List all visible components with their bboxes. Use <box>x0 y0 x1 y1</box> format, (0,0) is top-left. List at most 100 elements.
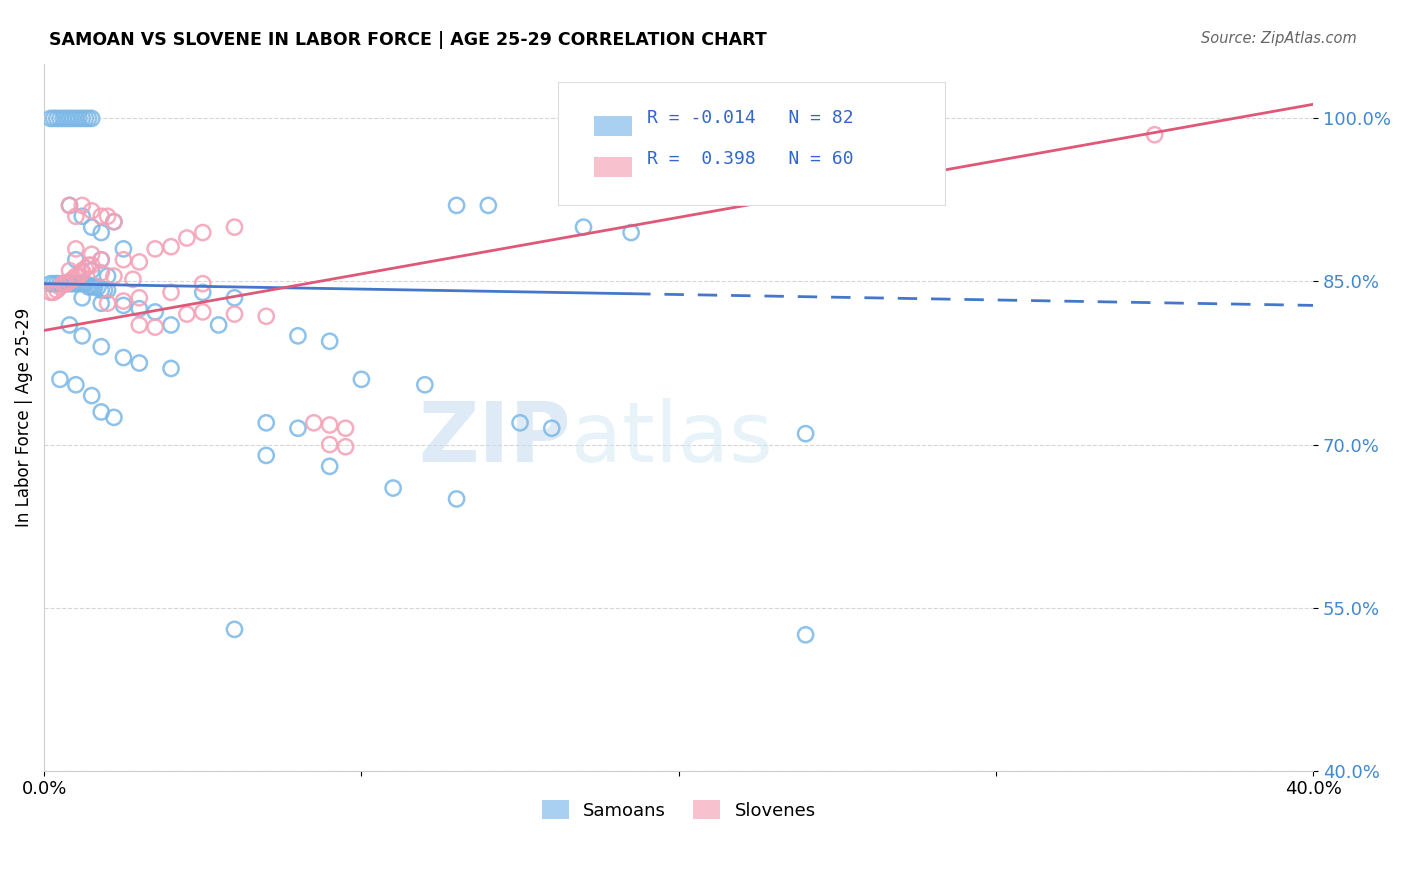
Point <box>58 277 80 291</box>
Point <box>58 263 80 277</box>
Point <box>42 112 65 126</box>
Point <box>160 361 183 376</box>
Point <box>335 421 357 435</box>
Point <box>90 405 112 419</box>
Text: ZIP: ZIP <box>419 398 571 479</box>
Point <box>65 268 87 283</box>
Point <box>103 215 125 229</box>
Point <box>335 440 357 454</box>
Point <box>254 416 277 430</box>
Point <box>287 329 309 343</box>
Legend: Samoans, Slovenes: Samoans, Slovenes <box>536 795 821 825</box>
Point <box>70 291 93 305</box>
Point <box>572 220 595 235</box>
Point <box>58 275 80 289</box>
Point <box>97 268 120 283</box>
Point <box>75 261 97 276</box>
Point <box>65 377 87 392</box>
Point <box>446 198 468 212</box>
Point <box>67 112 90 126</box>
Text: R = -0.014   N = 82: R = -0.014 N = 82 <box>647 110 853 128</box>
Text: atlas: atlas <box>571 398 772 479</box>
FancyBboxPatch shape <box>593 116 631 136</box>
Point <box>90 209 112 223</box>
Point <box>55 277 77 291</box>
Point <box>49 277 72 291</box>
Point <box>70 266 93 280</box>
Point <box>97 283 120 297</box>
Point <box>67 268 90 283</box>
Point <box>794 426 817 441</box>
Point <box>224 307 246 321</box>
Point <box>318 459 340 474</box>
Point <box>77 280 100 294</box>
Point <box>62 277 84 291</box>
Point <box>112 298 135 312</box>
Point <box>70 277 93 291</box>
Point <box>83 280 105 294</box>
Point <box>254 449 277 463</box>
Point <box>65 252 87 267</box>
Point <box>90 283 112 297</box>
Point <box>52 112 75 126</box>
Point <box>103 410 125 425</box>
Point <box>58 198 80 212</box>
Point <box>49 280 72 294</box>
Point <box>55 112 77 126</box>
Point <box>224 291 246 305</box>
Point <box>58 112 80 126</box>
Point <box>42 285 65 300</box>
Point <box>540 421 562 435</box>
Point <box>80 220 103 235</box>
Point <box>350 372 373 386</box>
Point <box>446 491 468 506</box>
Point <box>65 112 87 126</box>
Point <box>80 389 103 403</box>
Text: SAMOAN VS SLOVENE IN LABOR FORCE | AGE 25-29 CORRELATION CHART: SAMOAN VS SLOVENE IN LABOR FORCE | AGE 2… <box>49 31 766 49</box>
Point <box>80 203 103 218</box>
Point <box>75 112 97 126</box>
Point <box>45 112 67 126</box>
Point <box>254 310 277 324</box>
Point <box>90 252 112 267</box>
Point <box>87 280 110 294</box>
Point <box>70 112 93 126</box>
Point <box>52 277 75 291</box>
Point <box>45 277 67 291</box>
Point <box>65 209 87 223</box>
Point <box>52 277 75 291</box>
Point <box>224 623 246 637</box>
Point <box>67 277 90 291</box>
Point <box>794 628 817 642</box>
Point <box>128 291 150 305</box>
Point <box>49 112 72 126</box>
Point <box>191 305 214 319</box>
Point <box>39 277 62 291</box>
Point <box>58 198 80 212</box>
Point <box>70 209 93 223</box>
FancyBboxPatch shape <box>558 82 945 205</box>
Point <box>176 307 198 321</box>
Point <box>112 252 135 267</box>
Point <box>128 255 150 269</box>
Point <box>143 242 166 256</box>
Point <box>318 437 340 451</box>
Point <box>70 329 93 343</box>
Point <box>103 215 125 229</box>
Point <box>75 277 97 291</box>
Point <box>191 277 214 291</box>
Point <box>287 421 309 435</box>
Point <box>65 277 87 291</box>
Point <box>112 351 135 365</box>
Point <box>58 318 80 332</box>
Point <box>90 226 112 240</box>
Point <box>77 258 100 272</box>
Point <box>42 277 65 291</box>
Point <box>80 112 103 126</box>
Point <box>302 416 325 430</box>
Y-axis label: In Labor Force | Age 25-29: In Labor Force | Age 25-29 <box>15 308 32 527</box>
Point <box>477 198 499 212</box>
Point <box>1143 128 1166 142</box>
Point <box>224 220 246 235</box>
Point <box>97 296 120 310</box>
